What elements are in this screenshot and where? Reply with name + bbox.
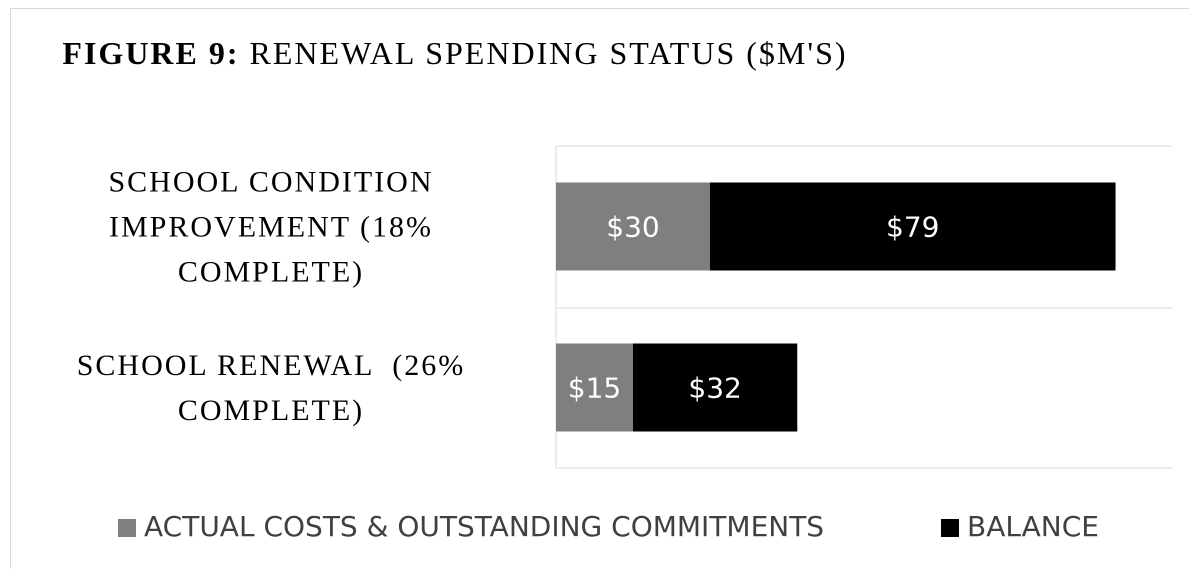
data-label: $32 [688,372,741,405]
legend-text: ACTUAL COSTS & OUTSTANDING COMMITMENTS [144,510,825,543]
legend-swatch [118,519,136,537]
data-label: $15 [568,372,621,405]
bar-segment [556,182,710,271]
data-label: $30 [606,211,659,244]
legend-swatch [941,519,959,537]
bar-segment [556,343,633,432]
bar-segment [633,343,798,432]
chart-title: FIGURE 9: RENEWAL SPENDING STATUS ($M'S) [40,30,870,76]
legend-text: BALANCE [967,510,1099,543]
category-label: SCHOOL RENEWAL (26% COMPLETE) [76,348,475,427]
title-label: FIGURE 9: [62,35,240,71]
data-label: $79 [886,211,939,244]
bar-segment [710,182,1116,271]
chart-frame [10,8,1189,569]
category-label: SCHOOL CONDITION IMPROVEMENT (18% COMPLE… [108,165,444,288]
title-text: RENEWAL SPENDING STATUS ($M'S) [249,35,848,71]
